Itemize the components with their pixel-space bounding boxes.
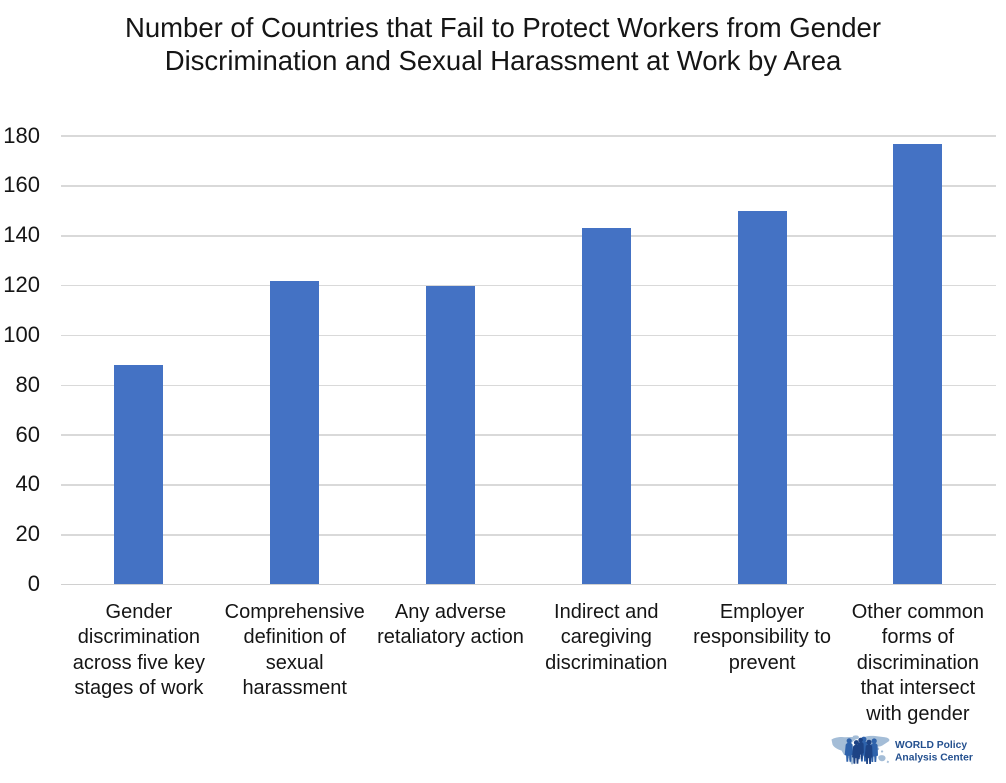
svg-text:Analysis Center: Analysis Center — [895, 753, 973, 764]
svg-text:WORLD Policy: WORLD Policy — [895, 740, 967, 751]
